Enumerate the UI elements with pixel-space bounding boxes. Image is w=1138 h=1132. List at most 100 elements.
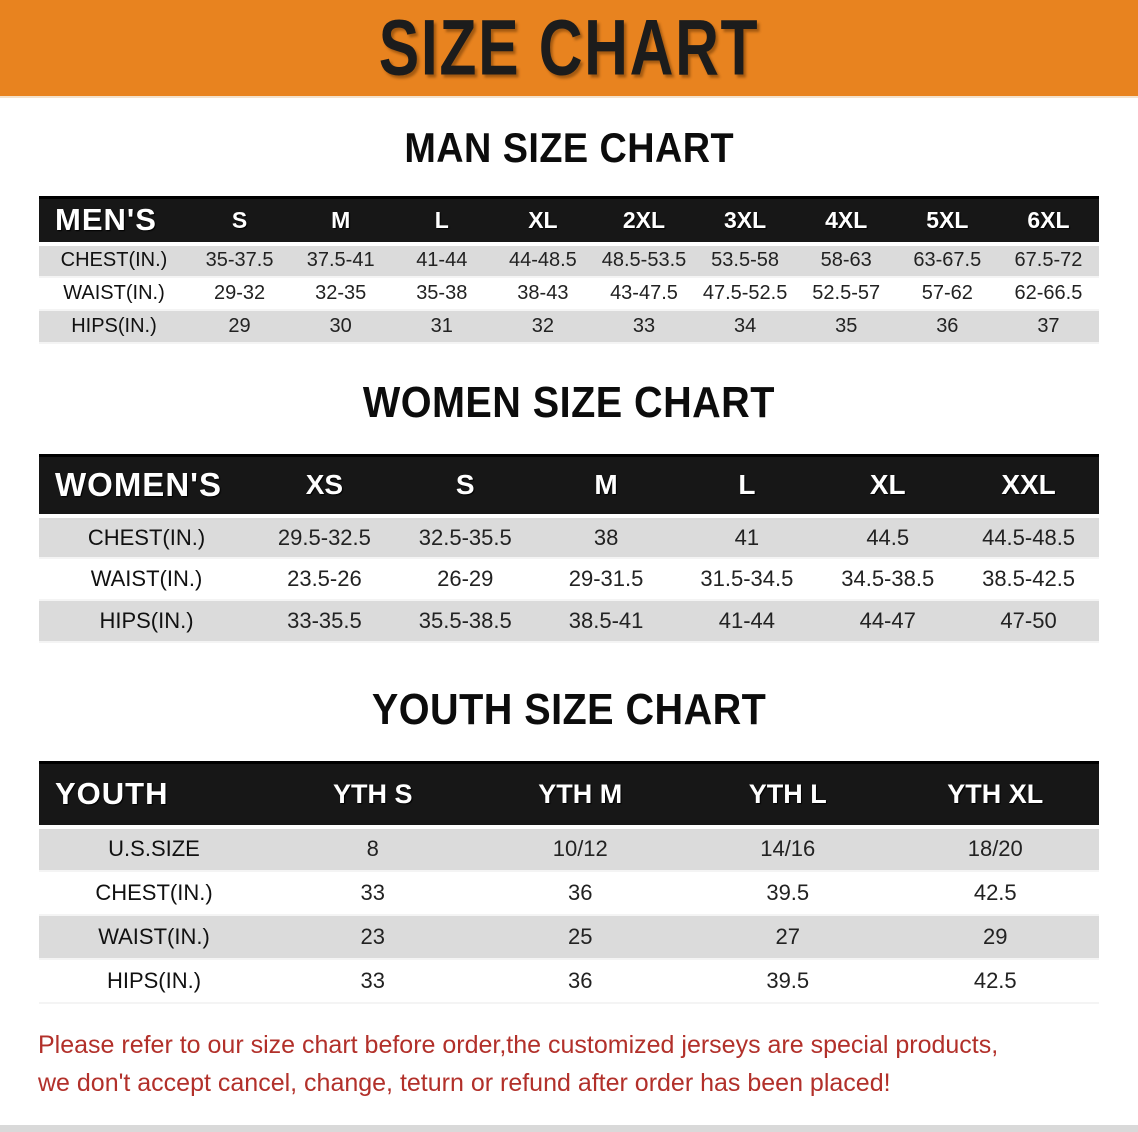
size-value: 35-38 <box>391 276 493 311</box>
size-value: 31 <box>391 309 493 344</box>
size-value: 18/20 <box>891 826 1099 872</box>
size-value: 38.5-42.5 <box>958 558 1099 601</box>
size-value: 41-44 <box>391 243 493 278</box>
size-value: 44-47 <box>817 600 959 643</box>
size-value: 32 <box>492 309 594 344</box>
row-label: WAIST(IN.) <box>39 914 269 960</box>
size-value: 29-31.5 <box>535 558 677 601</box>
women-section-heading-text: WOMEN SIZE CHART <box>362 377 775 427</box>
size-value: 33 <box>269 870 477 916</box>
banner: SIZE CHART <box>0 0 1138 98</box>
size-value: 27 <box>684 914 892 960</box>
youth-section: YOUTH SIZE CHART YOUTH YTH S YTH M YTH L YTH… <box>0 643 1138 1004</box>
row-label: CHEST(IN.) <box>39 243 189 278</box>
size-value: 63-67.5 <box>896 243 998 278</box>
size-column-header: XL <box>817 453 959 518</box>
size-column-header: XL <box>492 196 594 246</box>
size-value: 36 <box>476 870 684 916</box>
measurement-row: CHEST(IN.) 35-37.5 37.5-41 41-44 44-48.5 48.5… <box>39 243 1099 278</box>
size-value: 44-48.5 <box>492 243 594 278</box>
row-label: CHEST(IN.) <box>39 516 254 559</box>
size-value: 29 <box>189 309 291 344</box>
size-value: 31.5-34.5 <box>676 558 818 601</box>
size-value: 35 <box>795 309 897 344</box>
size-value: 58-63 <box>795 243 897 278</box>
measurement-row: CHEST(IN.) 33 36 39.5 42.5 <box>39 870 1099 916</box>
size-value: 42.5 <box>891 870 1099 916</box>
size-value: 33-35.5 <box>254 600 395 643</box>
size-value: 34.5-38.5 <box>817 558 959 601</box>
size-value: 38-43 <box>492 276 594 311</box>
size-column-header: S <box>394 453 536 518</box>
size-value: 37.5-41 <box>290 243 392 278</box>
youth-section-heading-text: YOUTH SIZE CHART <box>371 685 767 734</box>
size-column-header: XXL <box>958 453 1099 518</box>
size-column-header: YTH XL <box>891 761 1099 829</box>
size-column-header: 5XL <box>896 196 998 246</box>
size-value: 32.5-35.5 <box>394 516 536 559</box>
size-value: 8 <box>269 826 477 872</box>
measurement-row: U.S.SIZE 8 10/12 14/16 18/20 <box>39 826 1099 872</box>
size-value: 43-47.5 <box>593 276 695 311</box>
size-value: 39.5 <box>684 958 892 1004</box>
table-group-label: WOMEN'S <box>39 453 254 518</box>
size-column-header: YTH S <box>269 761 477 829</box>
row-label: CHEST(IN.) <box>39 870 269 916</box>
size-column-header: 2XL <box>593 196 695 246</box>
disclaimer-line-2: we don't accept cancel, change, teturn o… <box>38 1069 891 1098</box>
size-value: 32-35 <box>290 276 392 311</box>
size-value: 33 <box>269 958 477 1004</box>
size-value: 23 <box>269 914 477 960</box>
women-size-table: WOMEN'S XS S M L XL XXL CHEST(IN.) 29.5-32.5 32.… <box>39 453 1099 643</box>
size-value: 47.5-52.5 <box>694 276 796 311</box>
size-column-header: M <box>290 196 392 246</box>
size-column-header: 3XL <box>694 196 796 246</box>
size-value: 26-29 <box>394 558 536 601</box>
size-column-header: YTH M <box>476 761 684 829</box>
women-section-heading: WOMEN SIZE CHART <box>0 344 1138 454</box>
size-value: 10/12 <box>476 826 684 872</box>
women-table-header-row: WOMEN'S XS S M L XL XXL <box>39 453 1099 518</box>
men-table-body: CHEST(IN.) 35-37.5 37.5-41 41-44 44-48.5 48.5… <box>39 243 1099 344</box>
size-value: 34 <box>694 309 796 344</box>
measurement-row: HIPS(IN.) 29 30 31 32 33 34 35 36 37 <box>39 309 1099 344</box>
size-value: 41-44 <box>676 600 818 643</box>
measurement-row: CHEST(IN.) 29.5-32.5 32.5-35.5 38 41 44.5 44.5… <box>39 516 1099 559</box>
size-value: 57-62 <box>896 276 998 311</box>
youth-section-heading: YOUTH SIZE CHART <box>0 643 1138 761</box>
size-column-header: L <box>676 453 818 518</box>
men-table-header-row: MEN'S S M L XL 2XL 3XL 4XL 5XL 6XL <box>39 196 1099 246</box>
size-value: 38 <box>535 516 677 559</box>
size-column-header: S <box>189 196 291 246</box>
row-label: HIPS(IN.) <box>39 958 269 1004</box>
size-value: 42.5 <box>891 958 1099 1004</box>
row-label: WAIST(IN.) <box>39 276 189 311</box>
size-value: 38.5-41 <box>535 600 677 643</box>
women-table-body: CHEST(IN.) 29.5-32.5 32.5-35.5 38 41 44.5 44.5… <box>39 516 1099 643</box>
size-column-header: 4XL <box>795 196 897 246</box>
youth-table-header-row: YOUTH YTH S YTH M YTH L YTH XL <box>39 761 1099 829</box>
size-value: 62-66.5 <box>997 276 1099 311</box>
size-column-header: XS <box>254 453 395 518</box>
size-value: 33 <box>593 309 695 344</box>
size-value: 67.5-72 <box>997 243 1099 278</box>
size-column-header: L <box>391 196 493 246</box>
men-section-heading: MAN SIZE CHART <box>0 98 1138 196</box>
women-section: WOMEN SIZE CHART WOMEN'S XS S M L XL XXL CHEST… <box>0 344 1138 643</box>
row-label: WAIST(IN.) <box>39 558 254 601</box>
row-label: HIPS(IN.) <box>39 600 254 643</box>
size-column-header: 6XL <box>997 196 1099 246</box>
size-value: 29-32 <box>189 276 291 311</box>
disclaimer-line-1: Please refer to our size chart before or… <box>38 1030 999 1059</box>
size-value: 30 <box>290 309 392 344</box>
size-column-header: M <box>535 453 677 518</box>
measurement-row: WAIST(IN.) 29-32 32-35 35-38 38-43 43-47.5 47.… <box>39 276 1099 311</box>
disclaimer: Please refer to our size chart before or… <box>38 1026 1100 1104</box>
size-value: 44.5 <box>817 516 959 559</box>
table-group-label: YOUTH <box>39 761 269 829</box>
measurement-row: WAIST(IN.) 23 25 27 29 <box>39 914 1099 960</box>
size-value: 14/16 <box>684 826 892 872</box>
men-section-heading-text: MAN SIZE CHART <box>404 124 734 171</box>
size-value: 29 <box>891 914 1099 960</box>
